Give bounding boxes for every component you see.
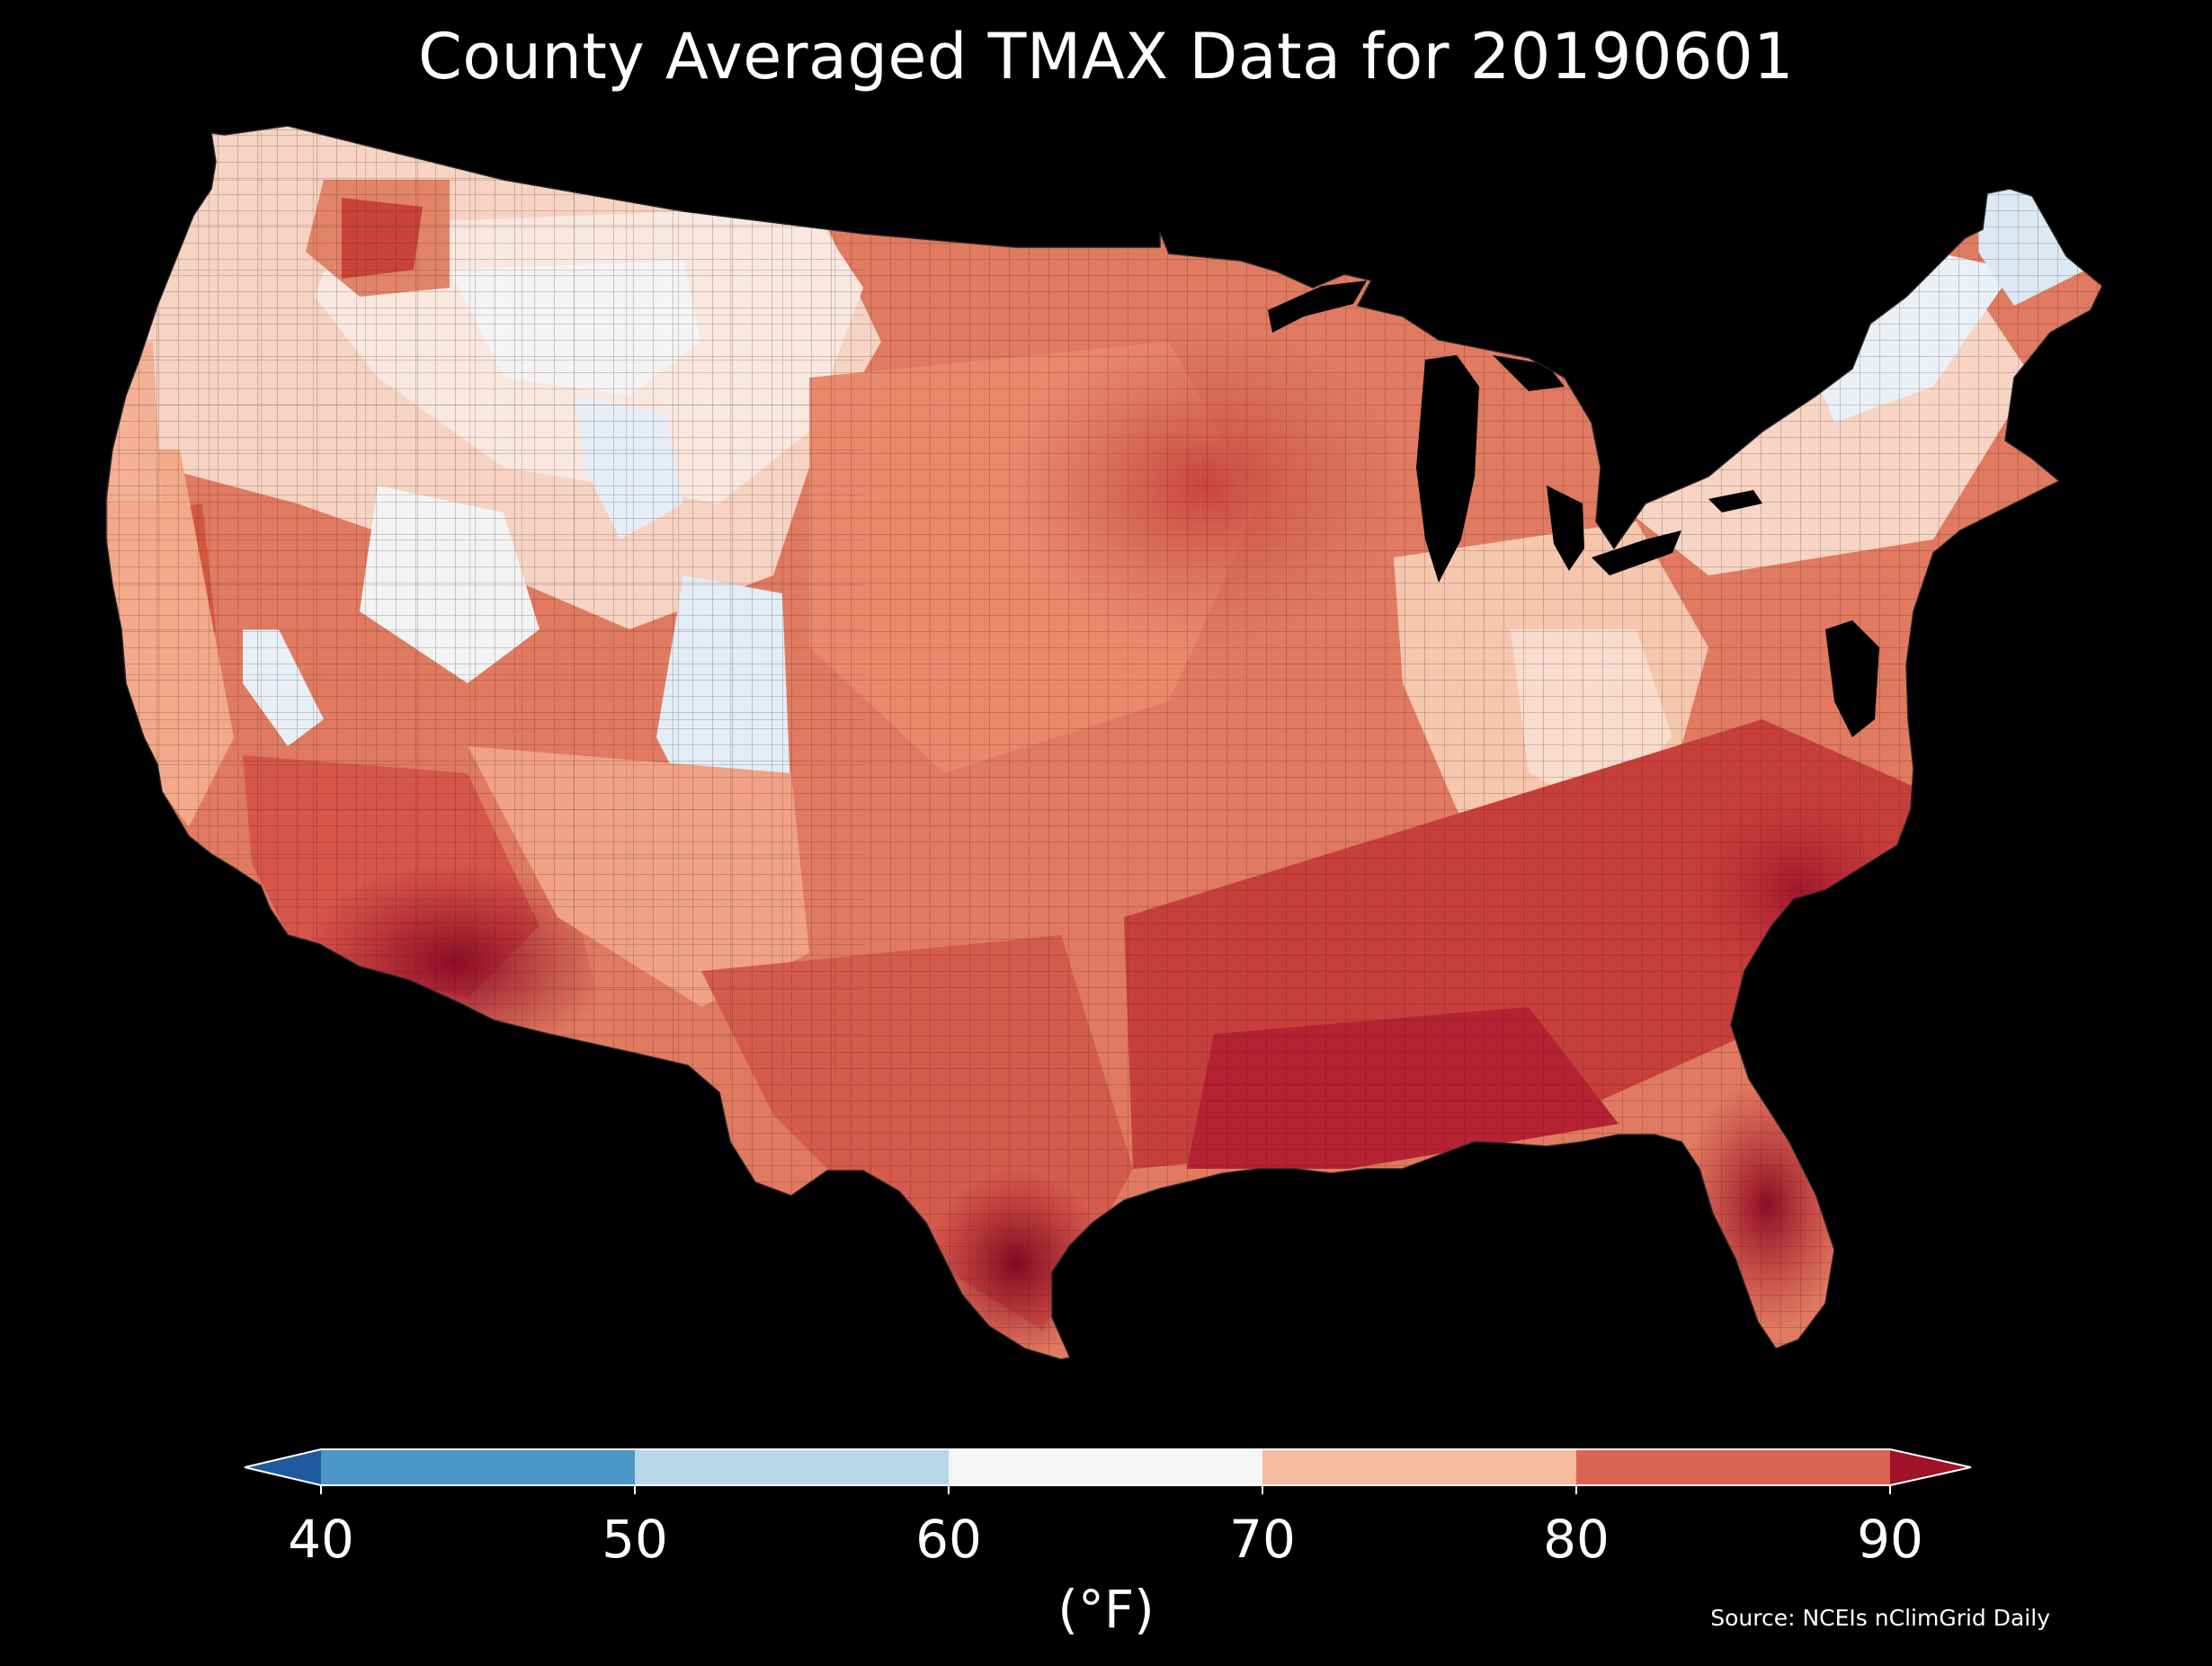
great-lakes: [1268, 281, 1879, 737]
colorbar-bin-40-50: [321, 1449, 635, 1485]
colorbar-tick-label: 80: [1543, 1509, 1610, 1570]
colorbar-bin-60-70: [949, 1449, 1262, 1485]
source-note: Source: NCEIs nClimGrid Daily: [1710, 1605, 2050, 1631]
colorbar-tick-label: 70: [1229, 1509, 1296, 1570]
page-title: County Averaged TMAX Data for 20190601: [417, 20, 1795, 94]
colorbar-bin-80-90: [1576, 1449, 1890, 1485]
colorbar-tick-label: 90: [1857, 1509, 1923, 1570]
colorbar-bin-50-60: [635, 1449, 949, 1485]
colorbar-bins: [244, 1448, 1972, 1494]
colorbar-tick-label: 50: [602, 1509, 668, 1570]
colorbar-extend-high: [1890, 1449, 1971, 1485]
colorbar-bin-70-80: [1262, 1449, 1576, 1485]
colorbar-extend-low: [245, 1449, 321, 1485]
colorbar-unit-label: (°F): [1057, 1579, 1155, 1640]
county-choropleth-map: [105, 125, 2103, 1360]
colorbar-tick-label: 60: [915, 1509, 982, 1570]
colorbar-tick-label: 40: [288, 1509, 354, 1570]
